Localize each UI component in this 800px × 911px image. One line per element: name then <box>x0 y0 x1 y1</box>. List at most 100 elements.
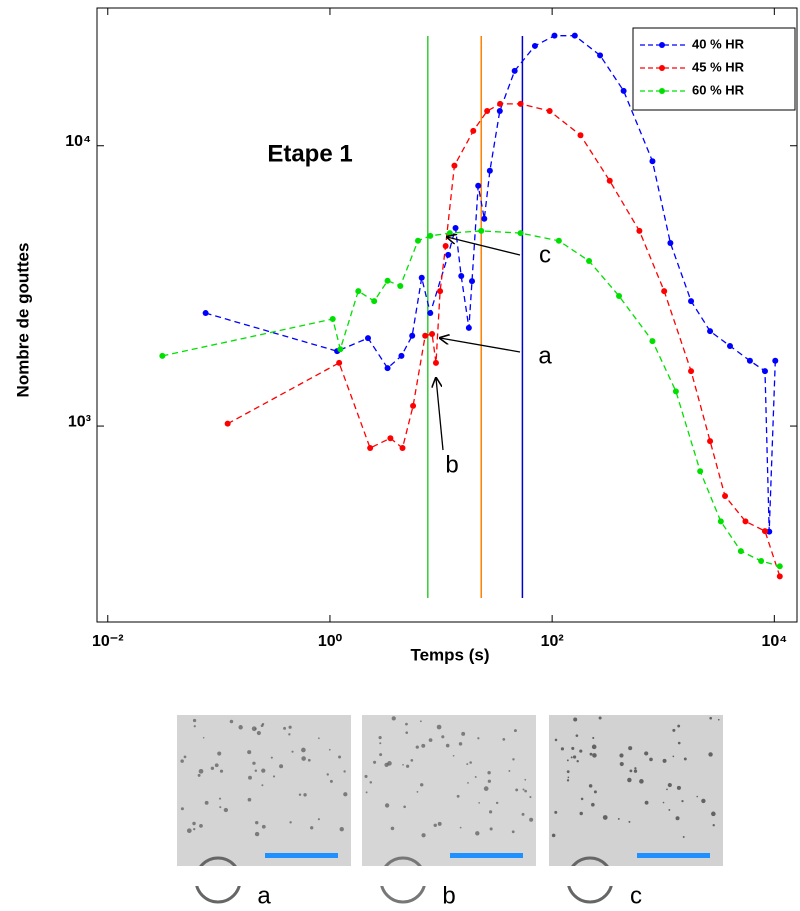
data-point <box>616 293 623 300</box>
speckle <box>421 833 426 838</box>
speckle <box>310 826 314 830</box>
data-point <box>437 288 444 295</box>
speckle <box>591 802 595 807</box>
series <box>224 100 783 580</box>
speckle <box>467 781 469 784</box>
speckle <box>326 773 329 776</box>
speckle <box>420 783 424 787</box>
speckle <box>252 761 256 765</box>
speckle <box>391 716 396 721</box>
speckle <box>272 775 276 778</box>
data-point <box>469 278 476 285</box>
speckle <box>524 789 527 793</box>
speckle <box>515 788 519 792</box>
speckle <box>436 724 442 730</box>
speckle <box>456 794 460 798</box>
speckle <box>197 773 201 777</box>
speckle <box>317 818 320 821</box>
annotation: b <box>445 451 458 478</box>
photos <box>177 715 723 904</box>
speckle <box>298 793 302 796</box>
data-point <box>336 359 343 366</box>
data-point <box>465 324 472 331</box>
speckle <box>475 831 480 836</box>
data-point <box>697 468 704 475</box>
y-tick-label: 10⁴ <box>65 133 91 150</box>
data-point <box>159 352 166 359</box>
speckle <box>478 802 480 804</box>
speckle <box>676 785 681 790</box>
speckle <box>667 782 672 788</box>
speckle <box>675 816 680 821</box>
speckle <box>487 771 491 775</box>
speckle <box>522 788 525 791</box>
data-point <box>202 310 209 317</box>
y-axis-label: Nombre de gouttes <box>13 243 32 398</box>
speckle <box>301 747 306 753</box>
x-tick-label: 10⁻² <box>92 633 124 650</box>
speckle <box>619 761 624 767</box>
speckle <box>180 759 184 763</box>
speckle <box>192 821 196 826</box>
speckle <box>592 736 595 739</box>
speckle <box>260 724 264 728</box>
data-point <box>429 331 436 338</box>
speckle <box>717 718 720 721</box>
speckle <box>668 808 671 811</box>
speckle <box>329 779 333 783</box>
speckle <box>593 790 597 794</box>
data-point <box>486 167 493 174</box>
data-point <box>452 224 459 231</box>
speckle <box>254 820 259 825</box>
speckle <box>666 788 668 791</box>
annotation: Etape 1 <box>267 140 352 167</box>
speckle <box>261 824 266 829</box>
speckle <box>339 827 344 832</box>
speckle <box>405 722 408 726</box>
speckle <box>238 725 243 730</box>
speckle <box>261 768 266 773</box>
speckle <box>288 725 292 729</box>
data-point <box>761 368 768 375</box>
speckle <box>592 753 597 758</box>
speckle <box>256 730 261 736</box>
speckle <box>560 747 565 751</box>
speckle <box>701 798 706 804</box>
speckle <box>183 755 187 759</box>
data-point <box>551 32 558 39</box>
speckle <box>495 801 499 805</box>
speckle <box>483 786 489 791</box>
speckle <box>218 797 222 800</box>
x-axis-label: Temps (s) <box>410 645 489 664</box>
annotation-arrow <box>436 378 444 451</box>
speckle <box>204 800 209 805</box>
speckle <box>619 753 624 758</box>
speckle <box>513 729 517 733</box>
speckle <box>634 767 637 770</box>
speckle <box>198 768 204 774</box>
speckle <box>672 728 676 732</box>
speckle <box>591 744 597 750</box>
speckle <box>254 831 260 837</box>
speckle <box>459 826 462 829</box>
photo <box>177 715 351 866</box>
data-point <box>496 108 503 115</box>
speckle <box>598 716 602 720</box>
speckle <box>521 812 525 816</box>
data-point <box>418 274 425 281</box>
speckle <box>402 763 404 766</box>
data-point <box>410 402 417 409</box>
data-point <box>422 332 429 339</box>
data-point <box>384 277 391 284</box>
speckle <box>214 763 219 768</box>
x-tick-label: 10⁴ <box>761 633 787 650</box>
speckle <box>343 792 348 797</box>
data-point <box>746 357 753 364</box>
data-point <box>577 132 584 139</box>
data-point <box>717 518 724 525</box>
speckle <box>554 738 558 742</box>
speckle <box>677 741 681 745</box>
speckle <box>364 774 368 778</box>
data-point <box>427 310 434 317</box>
speckle <box>677 724 681 728</box>
